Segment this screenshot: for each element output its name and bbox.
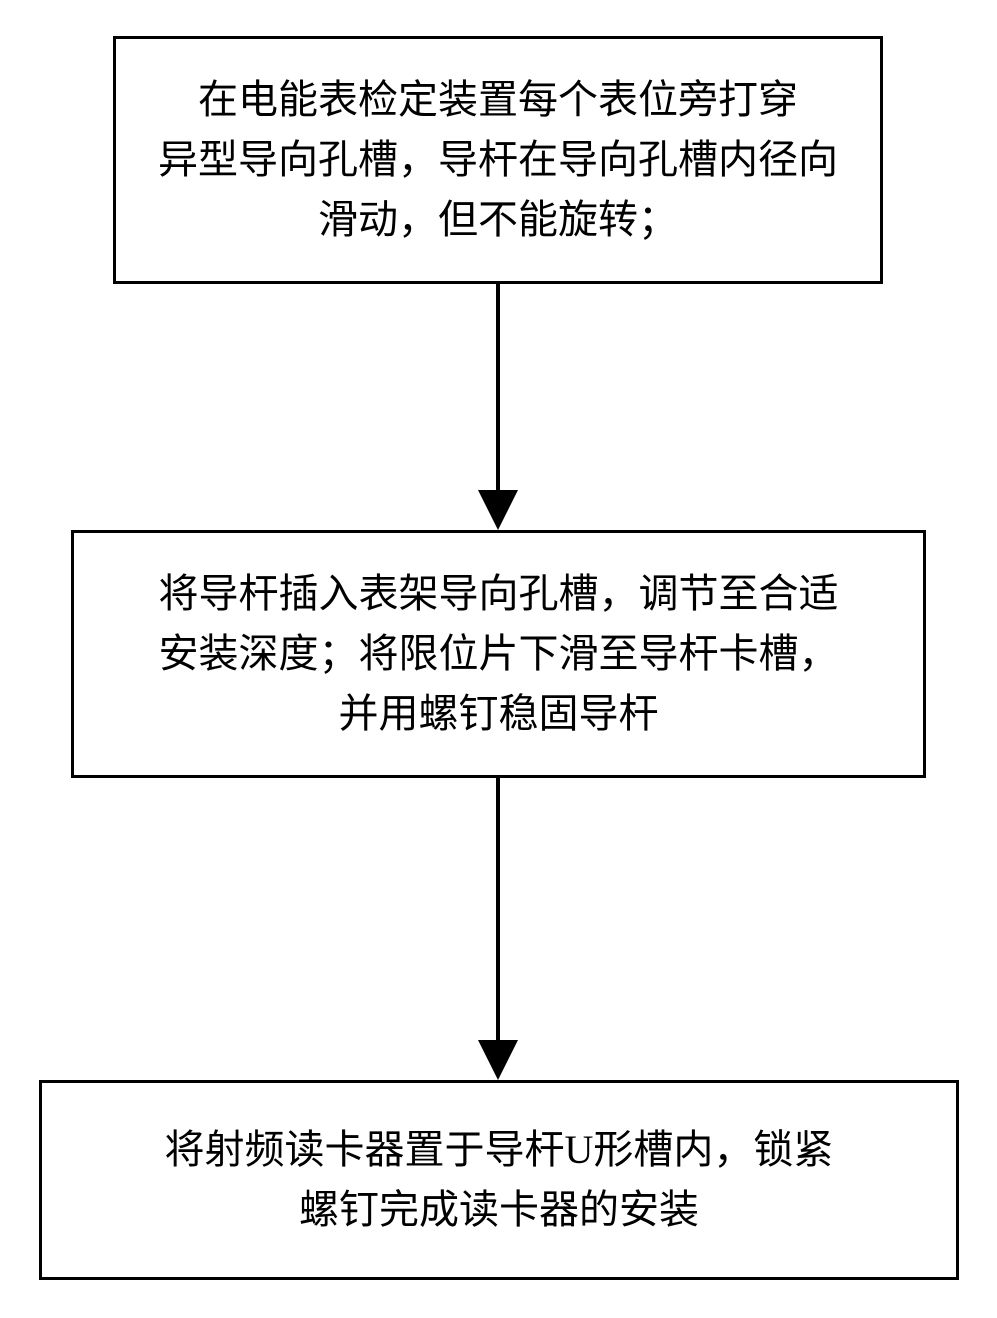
- flowchart-arrow-1-line: [496, 284, 500, 490]
- flowchart-step-2-text: 将导杆插入表架导向孔槽，调节至合适 安装深度；将限位片下滑至导杆卡槽， 并用螺钉…: [159, 564, 839, 744]
- flowchart-arrow-2-head: [478, 1040, 518, 1080]
- flowchart-step-3: 将射频读卡器置于导杆U形槽内，锁紧 螺钉完成读卡器的安装: [39, 1080, 959, 1280]
- flowchart-step-3-text: 将射频读卡器置于导杆U形槽内，锁紧 螺钉完成读卡器的安装: [165, 1120, 834, 1240]
- flowchart-step-1: 在电能表检定装置每个表位旁打穿 异型导向孔槽，导杆在导向孔槽内径向 滑动，但不能…: [113, 36, 883, 284]
- flowchart-arrow-2-line: [496, 778, 500, 1040]
- flowchart-step-1-text: 在电能表检定装置每个表位旁打穿 异型导向孔槽，导杆在导向孔槽内径向 滑动，但不能…: [158, 70, 838, 250]
- flowchart-canvas: 在电能表检定装置每个表位旁打穿 异型导向孔槽，导杆在导向孔槽内径向 滑动，但不能…: [0, 0, 997, 1318]
- flowchart-arrow-1-head: [478, 490, 518, 530]
- flowchart-step-2: 将导杆插入表架导向孔槽，调节至合适 安装深度；将限位片下滑至导杆卡槽， 并用螺钉…: [71, 530, 926, 778]
